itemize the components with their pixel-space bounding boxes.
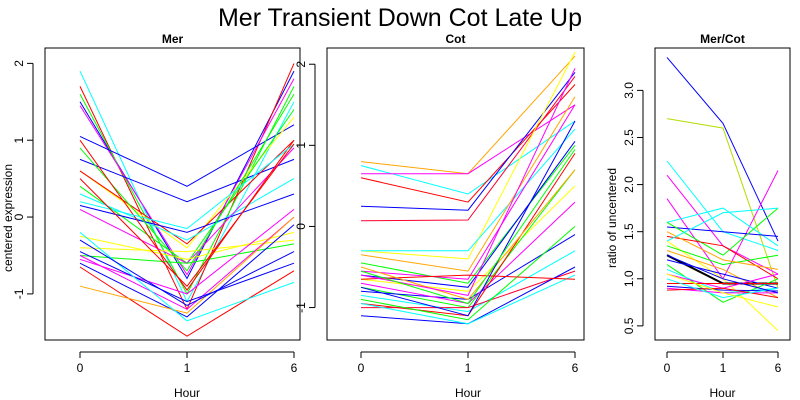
series-line: [666, 254, 779, 294]
panel-title: Mer: [162, 32, 184, 46]
y-tick-label: 0.5: [622, 317, 636, 334]
y-tick-label: 2: [294, 61, 308, 68]
y-tick-label: -1: [294, 302, 308, 313]
series-line: [666, 207, 779, 242]
y-tick-label: 3.0: [622, 82, 636, 99]
series-line: [666, 278, 779, 299]
series-line: [79, 243, 295, 264]
y-tick-label: -1: [12, 288, 26, 299]
series-line: [666, 245, 779, 266]
series-line: [79, 143, 295, 230]
series-line: [666, 287, 779, 299]
series-line: [360, 226, 576, 321]
series-line: [361, 104, 576, 175]
y-tick-label: 2.5: [622, 129, 636, 146]
series-line: [361, 270, 576, 309]
series-line: [79, 239, 295, 253]
plot-frame: [44, 47, 301, 341]
series-line: [666, 235, 779, 280]
series-line: [360, 144, 576, 284]
plot-frame: [654, 47, 791, 341]
x-tick-label: 0: [358, 361, 365, 375]
series-line: [79, 139, 295, 291]
series-line: [79, 209, 295, 295]
y-tick-label: 0: [294, 223, 308, 230]
y-tick-label: 1: [12, 137, 26, 144]
series-line: [666, 207, 779, 256]
y-tick-label: 1.0: [622, 270, 636, 287]
series-line: [360, 76, 576, 222]
plot-frame: [326, 47, 585, 341]
series-line: [79, 158, 295, 203]
figure-title: Mer Transient Down Cot Late Up: [217, 4, 583, 32]
series-line: [666, 207, 779, 247]
series-line: [79, 216, 295, 310]
series-line: [79, 178, 295, 241]
y-tick-label: 1.5: [622, 223, 636, 240]
x-tick-label: 1: [720, 361, 727, 375]
series-line: [79, 216, 295, 314]
y-axis-label: centered expression: [1, 164, 15, 272]
series-line: [360, 141, 576, 288]
series-line: [360, 120, 576, 317]
series-line: [360, 149, 576, 305]
series-line: [360, 51, 576, 260]
x-tick-label: 1: [465, 361, 472, 375]
series-line: [79, 231, 295, 260]
x-tick-label: 0: [77, 361, 84, 375]
panel-title: Mer/Cot: [700, 32, 745, 46]
series-line: [79, 139, 295, 245]
series-line: [666, 57, 779, 242]
series-line: [666, 231, 779, 270]
series-line: [360, 185, 576, 292]
series-line: [79, 266, 295, 337]
x-tick-label: 6: [572, 361, 579, 375]
x-axis-label: Hour: [709, 386, 735, 400]
y-tick-label: 1: [294, 142, 308, 149]
panel-title: Cot: [446, 32, 466, 46]
x-tick-label: 0: [664, 361, 671, 375]
y-tick-label: 2: [12, 60, 26, 67]
series-line: [360, 274, 576, 325]
x-axis-label: Hour: [455, 386, 481, 400]
series-line: [79, 143, 295, 287]
series-line: [79, 124, 295, 187]
series-line: [79, 224, 295, 318]
series-line: [361, 128, 576, 252]
x-axis-label: Hour: [174, 386, 200, 400]
y-tick-label: 0: [12, 213, 26, 220]
x-tick-label: 1: [184, 361, 191, 375]
series-line: [360, 250, 576, 313]
series-line: [360, 104, 576, 280]
series-line: [360, 169, 576, 300]
series-line: [79, 251, 295, 303]
series-line: [79, 239, 295, 306]
y-tick-label: 2.0: [622, 176, 636, 193]
series-line: [360, 71, 576, 211]
series-line: [666, 285, 779, 292]
series-line: [79, 78, 295, 276]
series-line: [666, 226, 779, 237]
y-axis-label: ratio of uncentered: [605, 168, 619, 268]
series-line: [79, 93, 295, 272]
series-line: [666, 273, 779, 308]
series-line: [360, 120, 576, 195]
x-tick-label: 6: [775, 361, 782, 375]
series-line: [360, 96, 576, 272]
x-tick-label: 6: [291, 361, 298, 375]
